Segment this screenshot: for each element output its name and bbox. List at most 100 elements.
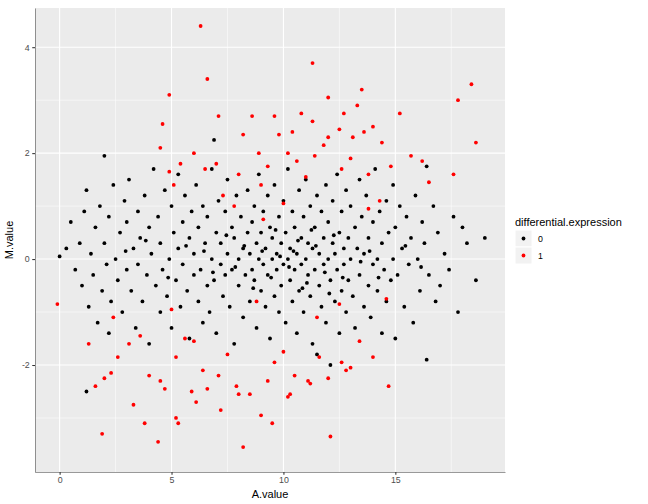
point — [331, 241, 335, 245]
point — [273, 294, 277, 298]
point — [292, 249, 296, 253]
point — [384, 199, 388, 203]
legend-key — [515, 230, 532, 247]
point — [217, 374, 221, 378]
point — [326, 257, 330, 261]
point — [217, 114, 221, 118]
legend: differential.expression01 — [515, 216, 622, 264]
point — [305, 281, 309, 285]
point — [288, 278, 292, 282]
point — [311, 119, 315, 123]
point — [353, 326, 357, 330]
point — [302, 215, 306, 219]
point — [275, 268, 279, 272]
point — [389, 164, 393, 168]
legend-symbol — [522, 254, 526, 258]
point — [376, 289, 380, 293]
point — [219, 408, 223, 412]
point — [313, 154, 317, 158]
point — [255, 241, 259, 245]
point — [340, 167, 344, 171]
axis-line — [36, 472, 506, 473]
point — [243, 273, 247, 277]
point — [221, 194, 225, 198]
point — [308, 294, 312, 298]
point — [241, 133, 245, 137]
point — [327, 292, 331, 296]
point — [138, 236, 142, 240]
point — [85, 188, 89, 192]
point — [282, 350, 286, 354]
point — [391, 257, 395, 261]
tick-label: 5 — [170, 475, 175, 485]
point — [69, 220, 73, 224]
point — [297, 188, 301, 192]
point — [237, 257, 241, 261]
grid-line — [395, 8, 396, 472]
point — [134, 326, 138, 330]
point — [279, 284, 283, 288]
point — [369, 315, 373, 319]
point — [302, 310, 306, 314]
point — [230, 268, 234, 272]
y-axis-title: M.value — [3, 221, 15, 260]
point — [237, 172, 241, 176]
point — [102, 154, 106, 158]
grid-line — [171, 8, 172, 472]
tick-mark — [60, 472, 61, 475]
point — [100, 289, 104, 293]
point — [335, 172, 339, 176]
point — [261, 217, 265, 221]
point — [212, 278, 216, 282]
point — [125, 220, 129, 224]
point — [420, 220, 424, 224]
point — [293, 268, 297, 272]
point — [202, 249, 206, 253]
tick-label: 10 — [279, 475, 289, 485]
point — [378, 209, 382, 213]
point — [414, 194, 418, 198]
point — [371, 220, 375, 224]
point — [335, 268, 339, 272]
point — [443, 252, 447, 256]
point — [145, 273, 149, 277]
point — [166, 276, 170, 280]
point — [358, 178, 362, 182]
point — [362, 252, 366, 256]
point — [259, 183, 263, 187]
point — [371, 355, 375, 359]
point — [214, 231, 218, 235]
point — [407, 262, 411, 266]
point — [203, 241, 207, 245]
point — [438, 284, 442, 288]
grid — [35, 8, 505, 472]
grid-line — [35, 259, 505, 260]
point — [306, 379, 310, 383]
point — [456, 310, 460, 314]
point — [163, 387, 167, 391]
point — [174, 416, 178, 420]
point — [219, 262, 223, 266]
point — [144, 239, 148, 243]
point — [80, 284, 84, 288]
point — [391, 183, 395, 187]
point — [174, 355, 178, 359]
point — [183, 337, 187, 341]
tick-mark — [171, 472, 172, 475]
point — [273, 114, 277, 118]
point — [409, 154, 413, 158]
point — [342, 262, 346, 266]
point — [176, 421, 180, 425]
point — [233, 265, 237, 269]
point — [125, 268, 129, 272]
point — [266, 379, 270, 383]
point — [317, 284, 321, 288]
point — [161, 268, 165, 272]
minor-grid-line — [451, 8, 452, 472]
point — [179, 305, 183, 309]
legend-key — [515, 247, 532, 264]
point — [342, 112, 346, 116]
point — [185, 289, 189, 293]
point — [358, 339, 362, 343]
point — [158, 241, 162, 245]
